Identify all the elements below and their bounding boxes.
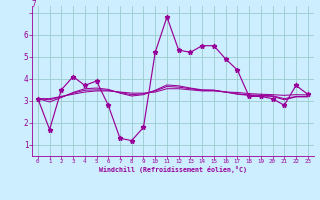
X-axis label: Windchill (Refroidissement éolien,°C): Windchill (Refroidissement éolien,°C)	[99, 166, 247, 173]
Text: 7: 7	[32, 0, 36, 9]
